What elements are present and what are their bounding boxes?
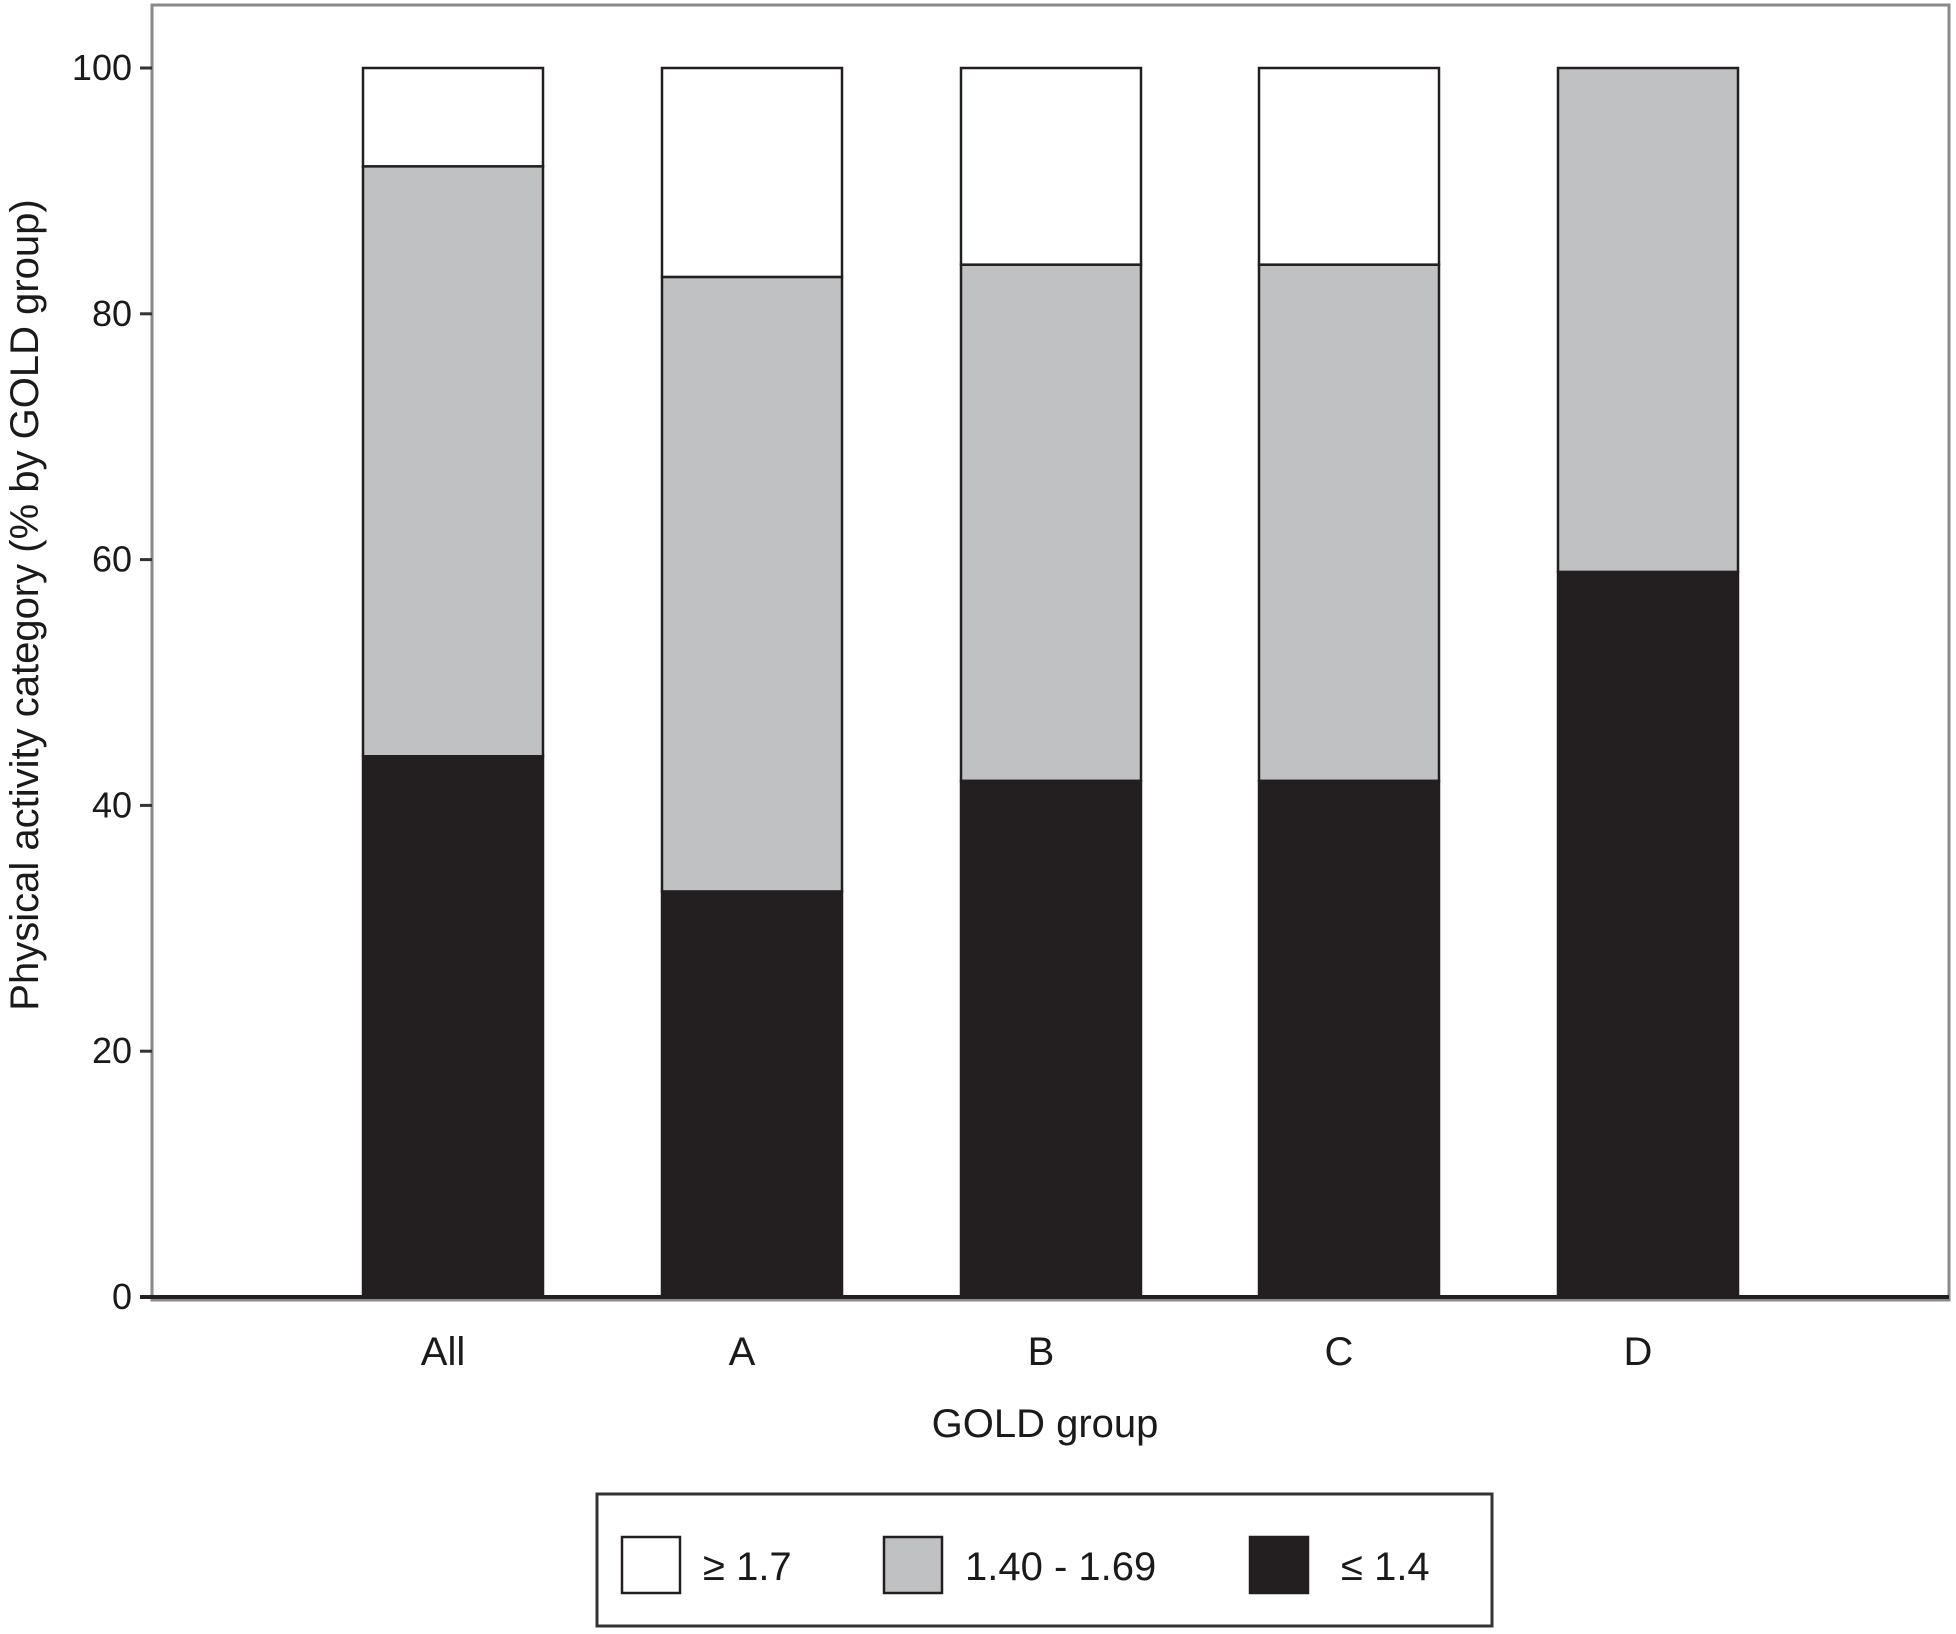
y-axis-title: Physical activity category (% by GOLD gr… <box>3 199 47 1010</box>
x-tick-label: All <box>421 1330 465 1374</box>
y-tick-label: 80 <box>92 293 132 334</box>
x-tick-label: D <box>1624 1330 1653 1374</box>
bar-c-le-1-4 <box>1257 779 1441 1299</box>
legend-swatch-ge-1-7 <box>620 1535 682 1595</box>
legend-swatch-1-40-1-69 <box>882 1535 944 1595</box>
bar-c-1-40-1-69 <box>1257 263 1441 783</box>
y-tick-label: 20 <box>92 1030 132 1071</box>
y-tick-label: 100 <box>72 47 132 88</box>
x-axis: All A B C D <box>140 1295 1949 1374</box>
y-axis: 0 20 40 60 80 100 <box>72 5 154 1317</box>
bar-b-le-1-4 <box>959 779 1143 1299</box>
bar-b-ge-1-7 <box>959 66 1143 266</box>
bar-a-le-1-4 <box>660 890 844 1299</box>
y-tick-label: 0 <box>112 1276 132 1317</box>
bar-d-1-40-1-69 <box>1556 66 1740 574</box>
legend-label-le-1-4: ≤ 1.4 <box>1341 1545 1430 1589</box>
x-tick-label: C <box>1325 1330 1354 1374</box>
legend: ≥ 1.7 1.40 - 1.69 ≤ 1.4 <box>620 1535 1430 1595</box>
x-tick-label: B <box>1028 1330 1055 1374</box>
bar-all-ge-1-7 <box>361 66 545 168</box>
y-tick-label: 40 <box>92 784 132 825</box>
bar-a-1-40-1-69 <box>660 275 844 893</box>
bar-all-1-40-1-69 <box>361 165 545 758</box>
bar-b-1-40-1-69 <box>959 263 1143 783</box>
legend-box <box>595 1492 1494 1628</box>
legend-swatch-le-1-4 <box>1248 1535 1310 1595</box>
y-tick-label: 60 <box>92 539 132 580</box>
bar-c-ge-1-7 <box>1257 66 1441 266</box>
legend-label-ge-1-7: ≥ 1.7 <box>703 1545 792 1589</box>
x-axis-title: GOLD group <box>932 1402 1159 1446</box>
bar-a-ge-1-7 <box>660 66 844 279</box>
bar-all-le-1-4 <box>361 754 545 1299</box>
bars-group <box>361 66 1740 1299</box>
bar-d-le-1-4 <box>1556 570 1740 1299</box>
legend-label-1-40-1-69: 1.40 - 1.69 <box>965 1545 1156 1589</box>
x-tick-label: A <box>729 1330 756 1374</box>
